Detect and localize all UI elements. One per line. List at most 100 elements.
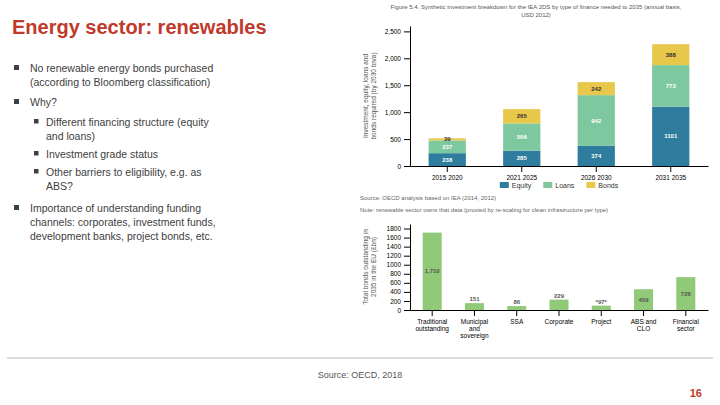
slide: Energy sector: renewables No renewable en… xyxy=(0,0,720,405)
x-tick-mark xyxy=(516,310,517,316)
y-tick-label: 2,000 xyxy=(385,55,402,62)
data-label: 39 xyxy=(444,136,451,142)
chart-title: Figure 5.4. Synthetic investment breakdo… xyxy=(391,4,682,18)
data-label: 265 xyxy=(517,113,528,119)
bar xyxy=(549,300,568,310)
y-tick-label: 200 xyxy=(390,298,401,305)
chart-2: Note: renewable sector owns that data (p… xyxy=(360,207,709,340)
sub-bullet-marker xyxy=(34,119,39,124)
data-label: 1,710 xyxy=(425,268,441,274)
x-tick: Financialsector xyxy=(673,310,700,332)
bar-segment xyxy=(578,146,615,166)
y-tick-label: 1,000 xyxy=(385,109,402,116)
y-tick-mark xyxy=(404,265,410,266)
y-tick: 1000 xyxy=(387,261,410,268)
y-tick-label: 1800 xyxy=(387,225,402,232)
x-tick-label: Financialsector xyxy=(673,318,700,332)
y-tick-mark xyxy=(404,310,410,311)
y-tick-label: 800 xyxy=(390,270,401,277)
y-tick-label: 1400 xyxy=(387,243,402,250)
x-tick-mark xyxy=(559,310,560,316)
legend-swatch xyxy=(543,182,552,188)
y-tick-mark xyxy=(404,112,410,113)
y-tick-mark xyxy=(404,139,410,140)
x-tick-label: 2021 2025 xyxy=(506,174,537,181)
bar xyxy=(465,303,484,310)
x-tick-label: ABS andCLO xyxy=(631,318,657,332)
bar xyxy=(676,277,695,310)
y-axis-title: Investment, equity, loans andbonds requi… xyxy=(362,52,378,139)
data-label: 506 xyxy=(517,134,528,140)
chart-1: Figure 5.4. Synthetic investment breakdo… xyxy=(360,4,709,201)
x-axis-line xyxy=(411,166,709,167)
y-tick-mark xyxy=(404,58,410,59)
y-tick-mark xyxy=(404,85,410,86)
bar-segment xyxy=(578,95,615,146)
bullet-text: No renewable energy bonds purchased(acco… xyxy=(30,62,213,88)
y-tick-label: 400 xyxy=(390,288,401,295)
bullet-marker xyxy=(14,99,19,104)
bar-segment xyxy=(578,82,615,95)
bar-segment xyxy=(503,151,540,166)
y-tick-label: 500 xyxy=(390,136,401,143)
x-tick-mark xyxy=(643,310,644,316)
bars xyxy=(429,44,690,166)
bar xyxy=(507,306,526,310)
x-axis: TraditionaloutstandingMunicipalandsovere… xyxy=(411,310,709,340)
sub-bullet-marker xyxy=(34,151,39,156)
y-tick: 2,500 xyxy=(385,28,410,35)
y-axis-line xyxy=(410,225,411,311)
data-label: 726 xyxy=(681,291,692,297)
bar-segment xyxy=(429,153,466,166)
x-tick-mark xyxy=(432,310,433,316)
bar-segment xyxy=(652,65,689,107)
data-label: 242 xyxy=(591,86,602,92)
x-tick: SSA xyxy=(510,310,524,325)
legend-label: Loans xyxy=(555,182,575,189)
y-tick: 1200 xyxy=(387,252,410,259)
data-label: 237 xyxy=(442,144,453,150)
bar-segment xyxy=(652,44,689,65)
data-label: 374 xyxy=(591,153,602,159)
page-number: 16 xyxy=(690,387,702,399)
footer: Source: OECD, 2018 xyxy=(318,370,403,380)
y-tick-mark xyxy=(404,166,410,167)
x-tick: Project xyxy=(591,310,611,326)
bar-segment xyxy=(652,107,689,166)
data-label: 773 xyxy=(666,83,677,89)
x-axis: 2015 20202021 20252026 20302031 2035 xyxy=(411,166,709,181)
y-tick: 800 xyxy=(390,270,410,277)
y-tick: 500 xyxy=(390,136,410,143)
x-tick: ABS andCLO xyxy=(631,310,657,332)
legend-item: Equity xyxy=(500,182,532,190)
sub-bullet-text: Different financing structure (equityand… xyxy=(46,116,209,142)
y-tick-mark xyxy=(404,238,410,239)
x-tick-mark xyxy=(521,166,522,172)
y-tick-mark xyxy=(404,256,410,257)
x-tick-label: Traditionaloutstanding xyxy=(415,318,449,333)
legend-label: Bonds xyxy=(598,182,618,189)
y-tick-mark xyxy=(404,247,410,248)
y-tick: 1600 xyxy=(387,234,410,241)
x-tick-label: Project xyxy=(591,318,611,326)
legend-item: Bonds xyxy=(586,182,618,189)
y-tick-label: 1,500 xyxy=(385,82,402,89)
x-tick-mark xyxy=(474,310,475,316)
x-tick-mark xyxy=(447,166,448,172)
x-tick: 2015 2020 xyxy=(432,166,463,181)
data-label: 459 xyxy=(639,297,650,303)
x-tick: Traditionaloutstanding xyxy=(415,310,449,333)
y-tick-mark xyxy=(404,292,410,293)
y-tick: 0 xyxy=(397,307,410,314)
legend-swatch xyxy=(586,182,595,188)
bar-segment xyxy=(503,109,540,123)
bullet-marker xyxy=(14,65,19,70)
sub-bullet-text: Investment grade status xyxy=(46,148,158,160)
x-tick-mark xyxy=(685,310,686,316)
y-tick: 400 xyxy=(390,288,410,295)
y-tick-label: 1600 xyxy=(387,234,402,241)
legend-swatch xyxy=(500,182,509,188)
y-tick: 1400 xyxy=(387,243,410,250)
slide-title: Energy sector: renewables xyxy=(12,16,267,38)
y-axis-line xyxy=(410,27,411,167)
